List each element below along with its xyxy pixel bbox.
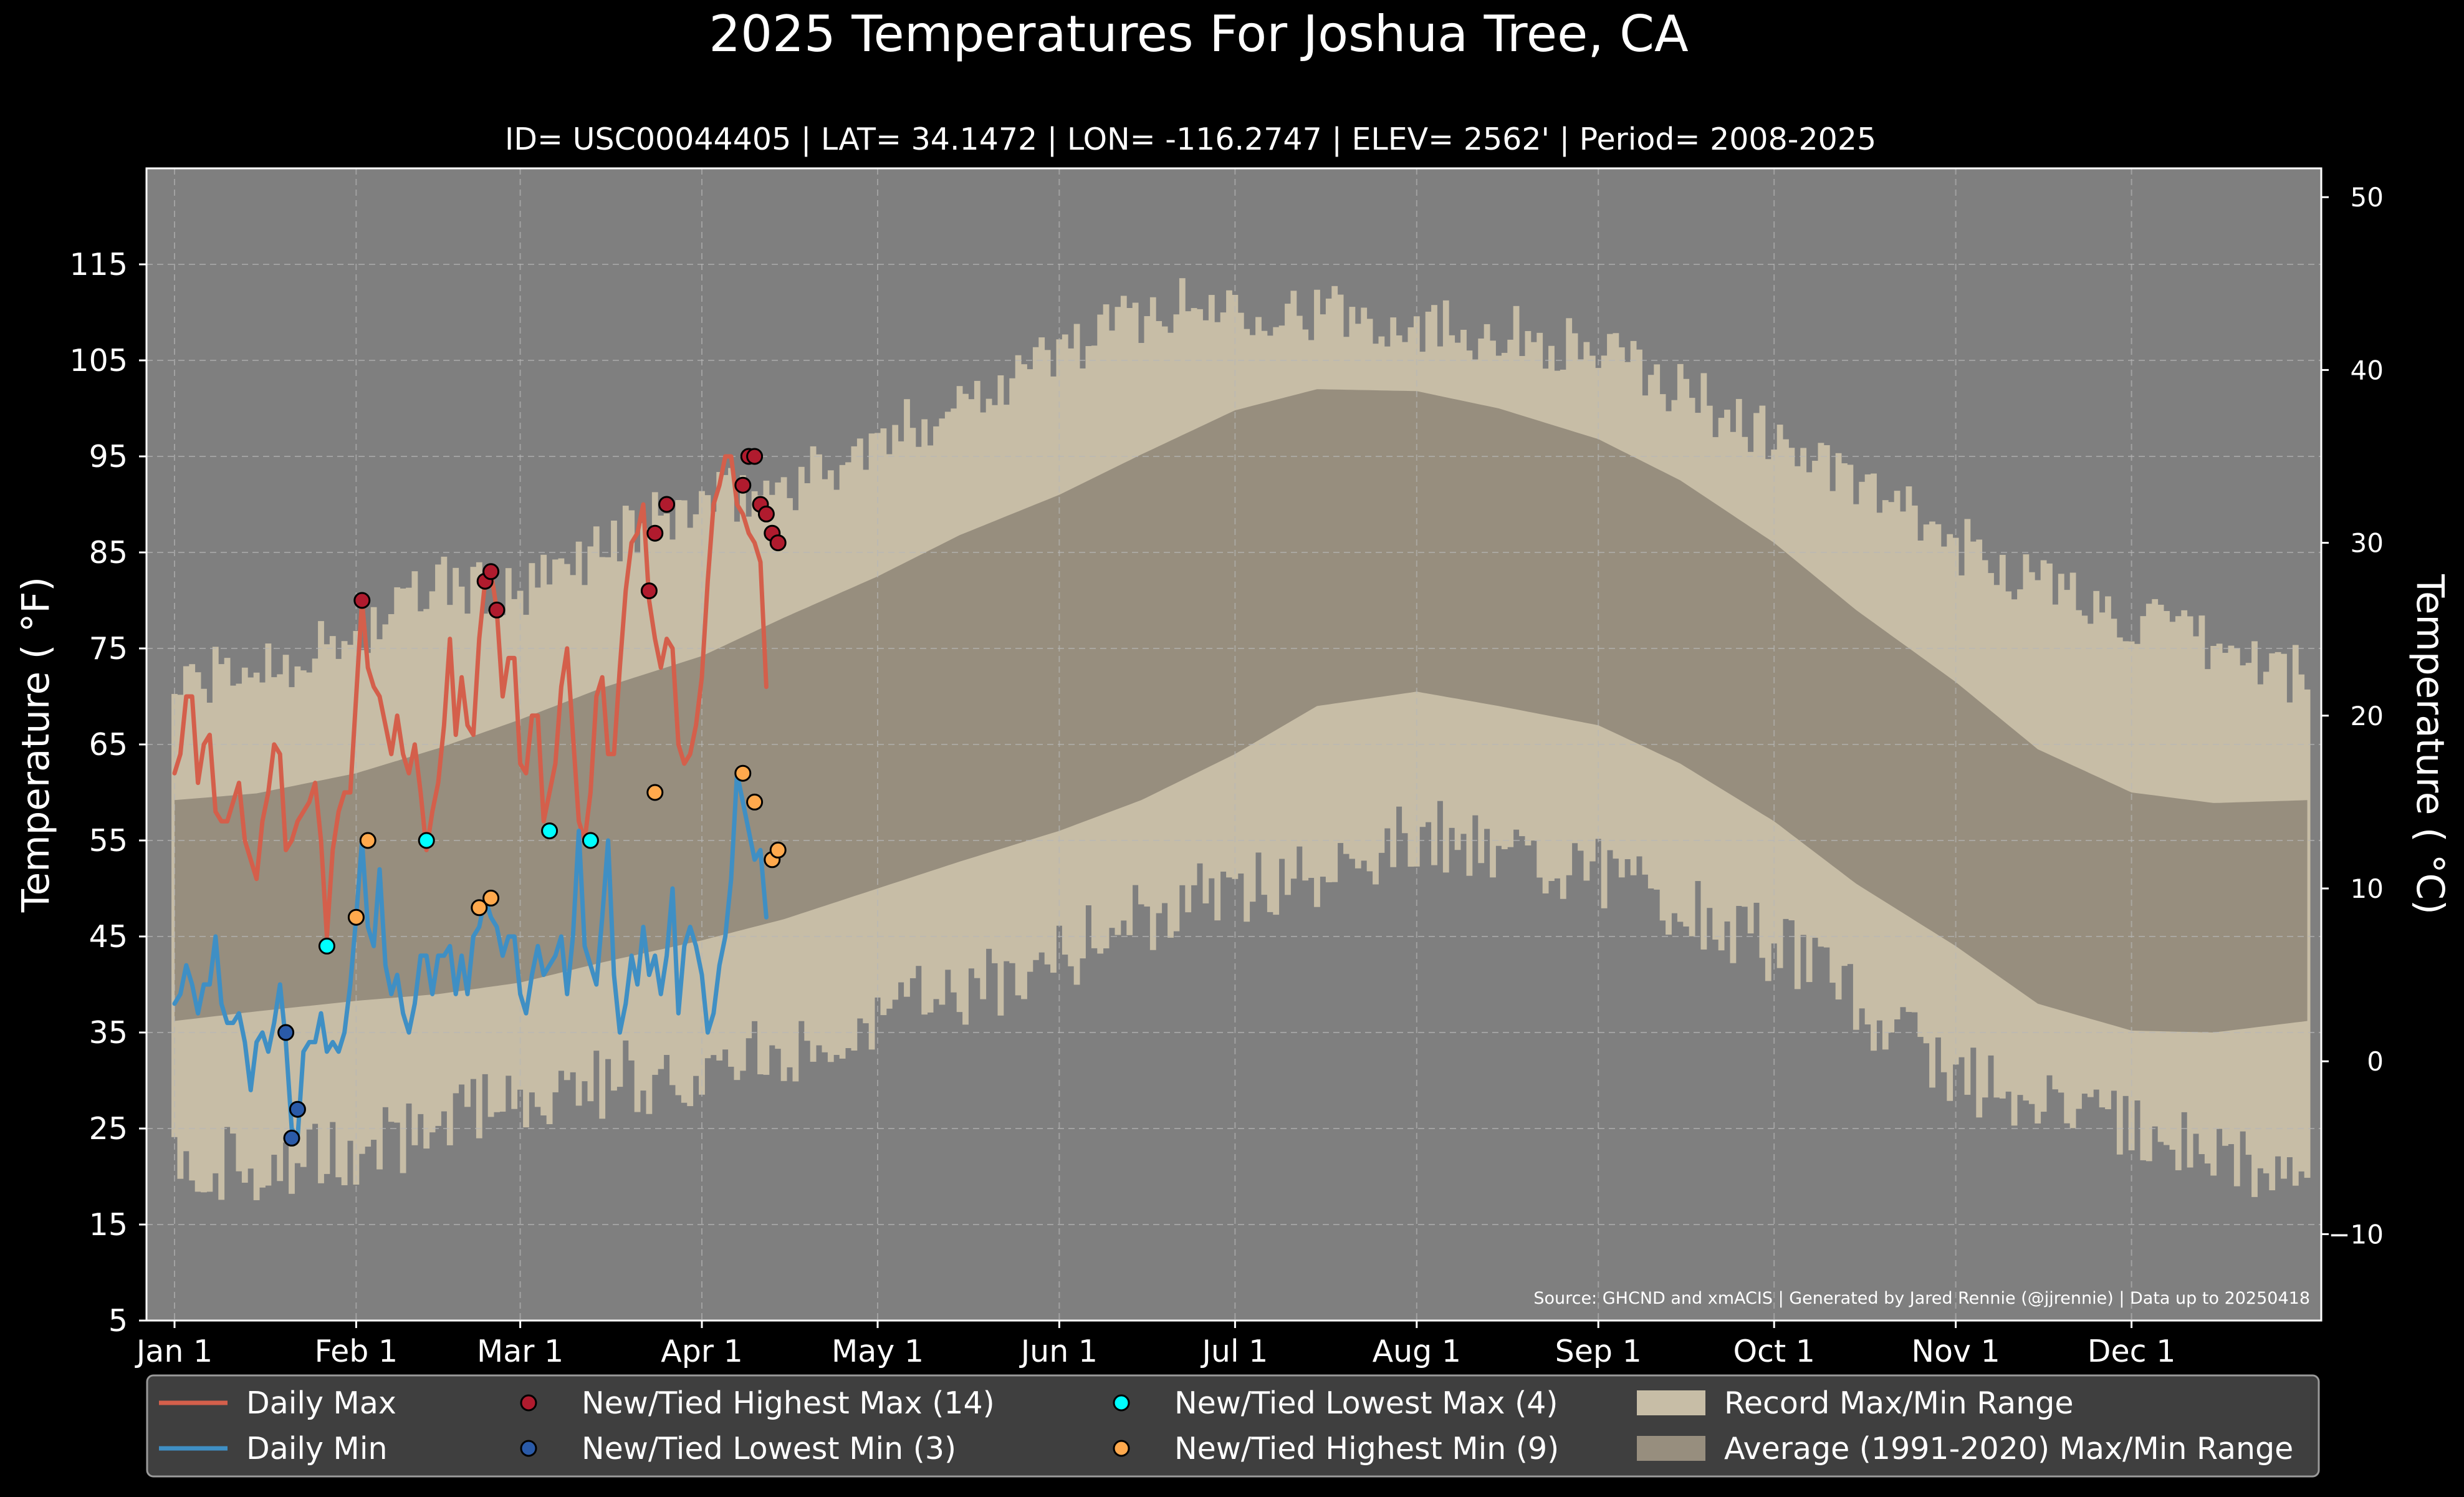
record-marker: [277, 1024, 295, 1041]
x-tick-label: Dec 1: [2088, 1334, 2176, 1369]
legend-label: New/Tied Highest Max (14): [582, 1385, 995, 1421]
y-tick-label: 75: [89, 631, 128, 667]
x-tick-label: Nov 1: [1911, 1334, 2000, 1369]
chart-subtitle: ID= USC00044405 | LAT= 34.1472 | LON= -1…: [505, 122, 1876, 157]
legend: Daily Max New/Tied Highest Max (14) New/Ti…: [159, 1385, 2293, 1466]
y-tick-label: 115: [69, 247, 128, 282]
y-tick-label: 5: [108, 1303, 128, 1339]
y2-tick-label: 40: [2351, 355, 2384, 385]
chart-title: 2025 Temperatures For Joshua Tree, CA: [709, 5, 1689, 63]
x-tick-label: May 1: [832, 1334, 924, 1369]
x-tick-label: Aug 1: [1373, 1334, 1461, 1369]
legend-label: New/Tied Highest Min (9): [1174, 1431, 1559, 1466]
record-marker: [757, 505, 775, 522]
y2-tick-label: 30: [2351, 528, 2384, 559]
record-marker: [541, 822, 558, 840]
y-tick-label: 45: [89, 919, 128, 955]
record-marker: [283, 1129, 300, 1147]
y-tick-label: 35: [89, 1015, 128, 1051]
x-tick-label: Sep 1: [1555, 1334, 1642, 1369]
y2-tick-label: 50: [2351, 182, 2384, 213]
y-tick-label: 105: [69, 343, 128, 378]
y-tick-label: 25: [89, 1111, 128, 1147]
y-tick-label: 65: [89, 727, 128, 763]
legend-label: Average (1991-2020) Max/Min Range: [1724, 1431, 2293, 1466]
legend-dot-swatch: [520, 1394, 537, 1412]
x-tick-label: Jun 1: [1019, 1334, 1098, 1369]
record-marker: [658, 496, 676, 513]
record-marker: [646, 784, 664, 801]
record-marker: [359, 832, 376, 849]
legend-label: New/Tied Lowest Max (4): [1174, 1385, 1558, 1421]
y2-tick-label: −10: [2328, 1219, 2384, 1249]
x-tick-label: Feb 1: [315, 1334, 398, 1369]
record-marker: [746, 448, 764, 465]
legend-dot-swatch: [1113, 1440, 1130, 1457]
axes: 5 15 25 35 45 55 65 75 85 95 105 115 −10 0 10 20 30 40 50 J…: [69, 182, 2384, 1369]
y-tick-label: 15: [89, 1207, 128, 1243]
record-marker: [482, 563, 500, 580]
x-tick-label: Jan 1: [135, 1334, 213, 1369]
series-line-daily-max: [172, 454, 769, 939]
y-tick-label: 85: [89, 535, 128, 570]
record-marker: [418, 832, 435, 849]
legend-patch-swatch: [1637, 1390, 1705, 1415]
y2-tick-label: 20: [2351, 701, 2384, 731]
source-note: Source: GHCND and xmACIS | Generated by …: [1533, 1289, 2310, 1308]
x-tick-label: Jul 1: [1200, 1334, 1268, 1369]
y2-tick-label: 10: [2351, 874, 2384, 904]
legend-label: Record Max/Min Range: [1724, 1385, 2074, 1421]
legend-box: [146, 1374, 2320, 1478]
x-tick-label: Oct 1: [1733, 1334, 1814, 1369]
x-tick-label: Mar 1: [477, 1334, 563, 1369]
y-axis-label: Temperature ( °F): [14, 577, 58, 913]
record-marker: [769, 534, 787, 552]
legend-label: Daily Max: [246, 1385, 396, 1421]
record-marker: [289, 1100, 306, 1118]
x-tick-label: Apr 1: [661, 1334, 743, 1369]
record-marker: [347, 908, 365, 926]
legend-label: New/Tied Lowest Min (3): [582, 1431, 956, 1466]
record-marker: [488, 601, 506, 619]
y2-axis-label: Temperature ( °C): [2408, 574, 2452, 915]
daily-lines: [172, 454, 769, 1140]
legend-dot-swatch: [520, 1440, 537, 1457]
legend-label: Daily Min: [246, 1431, 388, 1466]
record-marker: [471, 899, 488, 917]
legend-patch-swatch: [1637, 1436, 1705, 1461]
series-line-daily-min: [172, 771, 769, 1140]
record-marker: [482, 889, 500, 907]
y2-tick-label: 0: [2367, 1046, 2384, 1077]
legend-dot-swatch: [1113, 1394, 1130, 1412]
record-marker: [640, 582, 658, 600]
record-marker: [769, 841, 787, 859]
record-markers: [277, 448, 787, 1147]
record-marker: [646, 524, 664, 542]
record-marker: [318, 937, 335, 955]
record-marker: [746, 793, 764, 811]
record-marker: [734, 476, 752, 494]
y-tick-label: 55: [89, 823, 128, 859]
y-tick-label: 95: [89, 439, 128, 474]
record-marker: [582, 832, 599, 849]
record-marker: [353, 592, 371, 609]
record-marker: [734, 764, 752, 782]
